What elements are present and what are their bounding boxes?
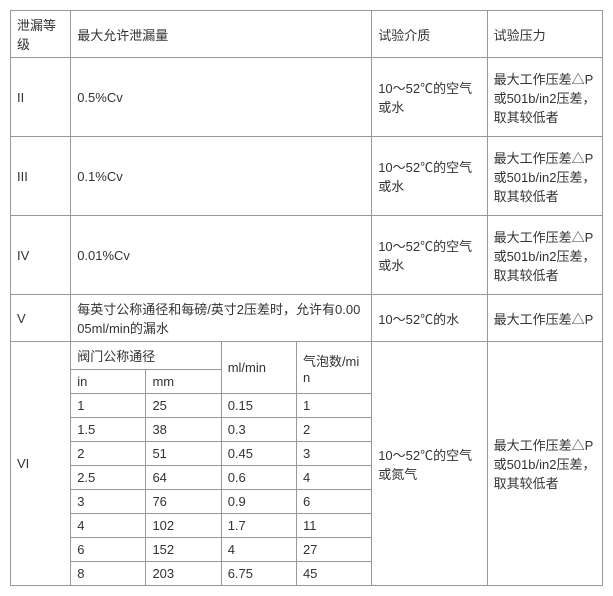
vi-mm: 64	[146, 466, 221, 490]
col-header-pressure: 试验压力	[487, 11, 602, 58]
table-row: II 0.5%Cv 10～52℃的空气或水 最大工作压差△P或501b/in2压…	[11, 58, 603, 137]
col-header-leak: 最大允许泄漏量	[71, 11, 372, 58]
vi-bub: 45	[296, 562, 371, 586]
vi-in: 6	[71, 538, 146, 562]
vi-mm: 203	[146, 562, 221, 586]
vi-in: 1.5	[71, 418, 146, 442]
vi-ml: 0.15	[221, 394, 296, 418]
vi-ml: 6.75	[221, 562, 296, 586]
vi-col-mm: mm	[146, 370, 221, 394]
cell-grade: III	[11, 137, 71, 216]
vi-in: 4	[71, 514, 146, 538]
vi-mm: 38	[146, 418, 221, 442]
vi-col-ml: ml/min	[221, 342, 296, 394]
cell-grade: IV	[11, 216, 71, 295]
cell-grade: VI	[11, 342, 71, 586]
vi-ml: 0.45	[221, 442, 296, 466]
cell-pressure: 最大工作压差△P或501b/in2压差，取其较低者	[487, 342, 602, 586]
cell-leak: 每英寸公称通径和每磅/英寸2压差时，允许有0.0005ml/min的漏水	[71, 295, 372, 342]
cell-medium: 10～52℃的空气或水	[372, 216, 487, 295]
vi-in: 8	[71, 562, 146, 586]
cell-pressure: 最大工作压差△P或501b/in2压差，取其较低者	[487, 137, 602, 216]
table-row: IV 0.01%Cv 10～52℃的空气或水 最大工作压差△P或501b/in2…	[11, 216, 603, 295]
vi-bub: 3	[296, 442, 371, 466]
vi-mm: 152	[146, 538, 221, 562]
cell-pressure: 最大工作压差△P或501b/in2压差，取其较低者	[487, 58, 602, 137]
vi-ml: 0.6	[221, 466, 296, 490]
vi-col-in: in	[71, 370, 146, 394]
leakage-table: 泄漏等级 最大允许泄漏量 试验介质 试验压力 II 0.5%Cv 10～52℃的…	[10, 10, 603, 586]
vi-bub: 6	[296, 490, 371, 514]
vi-bub: 1	[296, 394, 371, 418]
vi-mm: 76	[146, 490, 221, 514]
vi-in: 2	[71, 442, 146, 466]
vi-ml: 0.3	[221, 418, 296, 442]
table-row: III 0.1%Cv 10～52℃的空气或水 最大工作压差△P或501b/in2…	[11, 137, 603, 216]
cell-medium: 10～52℃的水	[372, 295, 487, 342]
cell-medium: 10～52℃的空气或水	[372, 58, 487, 137]
col-header-medium: 试验介质	[372, 11, 487, 58]
vi-subheader-row-1: VI 阀门公称通径 ml/min 气泡数/min 10～52℃的空气或氮气 最大…	[11, 342, 603, 370]
vi-in: 1	[71, 394, 146, 418]
cell-leak: 0.5%Cv	[71, 58, 372, 137]
vi-mm: 51	[146, 442, 221, 466]
cell-leak: 0.01%Cv	[71, 216, 372, 295]
vi-mm: 102	[146, 514, 221, 538]
vi-ml: 4	[221, 538, 296, 562]
cell-medium: 10～52℃的空气或氮气	[372, 342, 487, 586]
cell-leak: 0.1%Cv	[71, 137, 372, 216]
cell-medium: 10～52℃的空气或水	[372, 137, 487, 216]
vi-ml: 1.7	[221, 514, 296, 538]
vi-bub: 11	[296, 514, 371, 538]
table-row: V 每英寸公称通径和每磅/英寸2压差时，允许有0.0005ml/min的漏水 1…	[11, 295, 603, 342]
vi-in: 2.5	[71, 466, 146, 490]
vi-col-nominal: 阀门公称通径	[71, 342, 222, 370]
table-header-row: 泄漏等级 最大允许泄漏量 试验介质 试验压力	[11, 11, 603, 58]
vi-in: 3	[71, 490, 146, 514]
vi-bub: 4	[296, 466, 371, 490]
cell-grade: II	[11, 58, 71, 137]
cell-pressure: 最大工作压差△P	[487, 295, 602, 342]
vi-col-bub: 气泡数/min	[296, 342, 371, 394]
vi-bub: 27	[296, 538, 371, 562]
cell-grade: V	[11, 295, 71, 342]
vi-bub: 2	[296, 418, 371, 442]
col-header-grade: 泄漏等级	[11, 11, 71, 58]
vi-mm: 25	[146, 394, 221, 418]
cell-pressure: 最大工作压差△P或501b/in2压差，取其较低者	[487, 216, 602, 295]
vi-ml: 0.9	[221, 490, 296, 514]
